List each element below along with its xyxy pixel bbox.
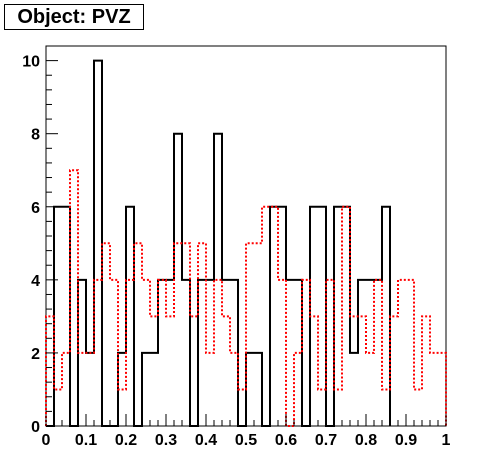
x-tick-label: 0.3 (155, 432, 177, 449)
chart-title: Object: PVZ (4, 4, 144, 30)
series-1-line (46, 59, 391, 427)
y-tick-label: 8 (31, 127, 40, 144)
y-tick-label: 4 (31, 273, 40, 290)
x-tick-label: 0.5 (235, 432, 257, 449)
x-tick-label: 0.9 (395, 432, 417, 449)
x-tick-label: 0.2 (115, 432, 137, 449)
series-2-line (45, 169, 447, 427)
x-tick-label: 0.6 (275, 432, 297, 449)
x-tick-label: 0.4 (195, 432, 217, 449)
y-tick-label: 0 (31, 419, 40, 436)
x-tick-label: 0.7 (315, 432, 337, 449)
series-layer (45, 59, 447, 427)
x-tick-label: 0.8 (355, 432, 377, 449)
y-tick-label: 6 (31, 200, 40, 217)
x-tick-label: 1 (442, 432, 451, 449)
x-tick-label: 0 (42, 432, 51, 449)
x-tick-label: 0.1 (75, 432, 97, 449)
y-tick-label: 10 (22, 54, 40, 71)
y-tick-label: 2 (31, 346, 40, 363)
